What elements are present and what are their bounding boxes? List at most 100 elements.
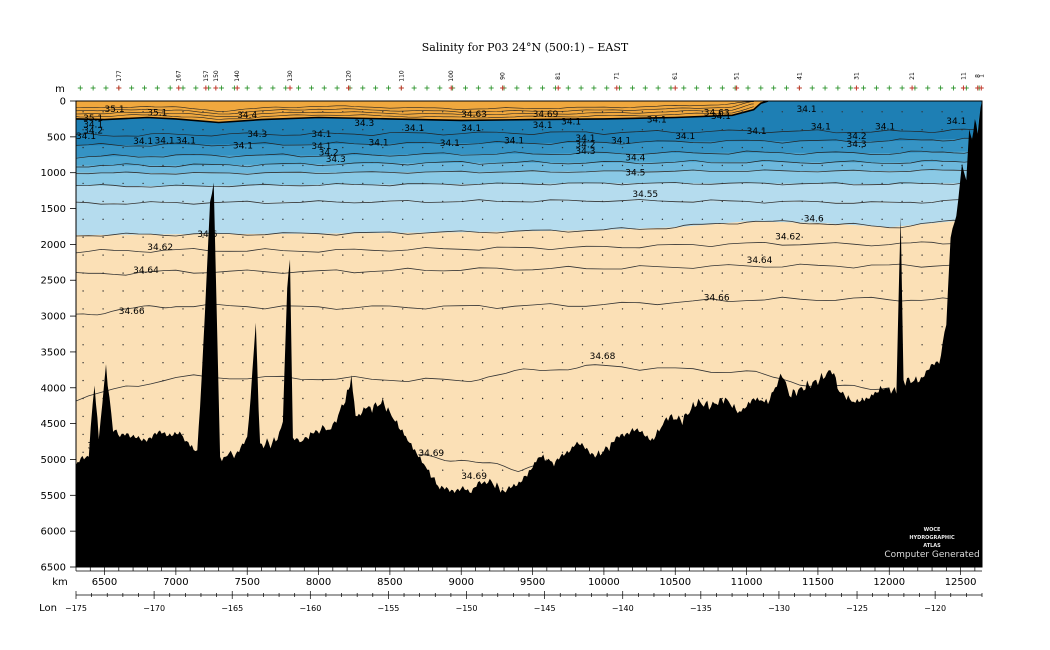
sample-dot	[921, 326, 923, 328]
sample-dot	[122, 182, 124, 185]
sample-dot	[481, 451, 484, 453]
sample-dot	[322, 397, 324, 400]
sample-dot	[841, 362, 843, 364]
sample-dot	[781, 254, 783, 256]
sample-dot	[941, 308, 943, 310]
sample-dot	[182, 129, 184, 131]
sample-dot	[701, 218, 704, 220]
sample-dot	[202, 182, 204, 185]
sample-dot	[462, 200, 464, 203]
lon-tick-label: −135	[690, 604, 712, 613]
sample-dot	[861, 200, 863, 203]
sample-dot	[422, 451, 424, 453]
x-tick-label: 8000	[306, 577, 331, 588]
sample-dot	[541, 362, 544, 364]
sample-dot	[442, 182, 444, 185]
sample-dot	[322, 308, 324, 310]
contour-label: 34.69	[461, 472, 487, 482]
sample-dot	[422, 308, 424, 310]
sample-dot	[861, 218, 863, 220]
sample-dot	[701, 344, 704, 346]
sample-dot	[462, 308, 464, 310]
sample-dot	[881, 362, 883, 364]
sample-dot	[162, 272, 164, 274]
sample-dot	[581, 326, 584, 328]
contour-label: 34.4	[237, 111, 257, 121]
sample-dot	[262, 164, 264, 167]
sample-dot	[262, 272, 264, 274]
sample-dot	[661, 236, 664, 238]
contour-label: 34.66	[704, 293, 730, 303]
sample-dot	[442, 272, 444, 274]
sample-dot	[701, 362, 704, 364]
sample-dot	[761, 326, 763, 328]
contour-label: 34.3	[354, 119, 374, 129]
sample-dot	[801, 146, 803, 149]
contour-label: 34.55	[632, 190, 658, 200]
sample-dot	[122, 362, 124, 364]
sample-dot	[661, 379, 664, 382]
sample-dot	[701, 254, 704, 256]
sample-dot	[561, 182, 564, 185]
sample-dot	[282, 218, 284, 220]
sample-dot	[721, 308, 723, 310]
contour-label: 34.1	[461, 124, 481, 134]
sample-dot	[581, 344, 584, 346]
sample-dot	[462, 469, 464, 471]
sample-dot	[881, 290, 883, 292]
sample-dot	[841, 326, 843, 328]
station-label: 120	[346, 70, 353, 82]
sample-dot	[182, 308, 184, 310]
sample-dot	[442, 397, 444, 400]
contour-line	[76, 106, 754, 120]
sample-dot	[561, 129, 564, 131]
sample-dot	[422, 326, 424, 328]
sample-dot	[581, 290, 584, 292]
computer-generated-label: Computer Generated	[884, 550, 979, 560]
band-34-4	[76, 169, 975, 187]
sample-dot	[322, 218, 324, 220]
sample-dot	[621, 415, 624, 418]
sample-dot	[841, 344, 843, 346]
sample-dot	[881, 218, 883, 220]
sample-dot	[861, 111, 863, 113]
contour-label: 35.1	[83, 114, 103, 124]
lon-axis-label: Lon	[39, 603, 57, 614]
sample-dot	[841, 236, 843, 238]
lon-tick-label: −145	[534, 604, 556, 613]
contour-label: 34.1	[83, 121, 103, 131]
sample-dot	[921, 290, 923, 292]
sample-dot	[641, 379, 644, 382]
sample-dot	[721, 146, 723, 149]
sample-dot	[741, 254, 743, 256]
sample-dot	[242, 344, 244, 346]
sample-dot	[561, 326, 564, 328]
sample-dot	[541, 344, 544, 346]
sample-dot	[841, 254, 843, 256]
sample-dot	[481, 272, 484, 274]
sample-dot	[362, 146, 364, 149]
sample-dot	[661, 326, 664, 328]
sample-dot	[921, 182, 923, 185]
sample-dot	[521, 236, 524, 238]
sample-dot	[821, 362, 823, 364]
sample-dot	[302, 200, 304, 203]
sample-dot	[302, 111, 304, 113]
sample-dot	[362, 164, 364, 167]
contour-label: 34.3	[247, 130, 267, 140]
sample-dot	[661, 111, 664, 113]
sample-dot	[821, 308, 823, 310]
contour-line	[76, 296, 975, 316]
sample-dot	[222, 451, 224, 453]
sample-dot	[681, 290, 684, 292]
sample-dot	[102, 146, 104, 149]
y-tick-label: 2500	[41, 276, 66, 287]
contour-label: 34.3	[847, 140, 867, 150]
sample-dot	[182, 344, 184, 346]
sample-dot	[761, 272, 763, 274]
sample-dot	[781, 344, 783, 346]
sample-dot	[561, 344, 564, 346]
sample-dot	[701, 308, 704, 310]
sample-dot	[262, 236, 264, 238]
sample-dot	[262, 200, 264, 203]
